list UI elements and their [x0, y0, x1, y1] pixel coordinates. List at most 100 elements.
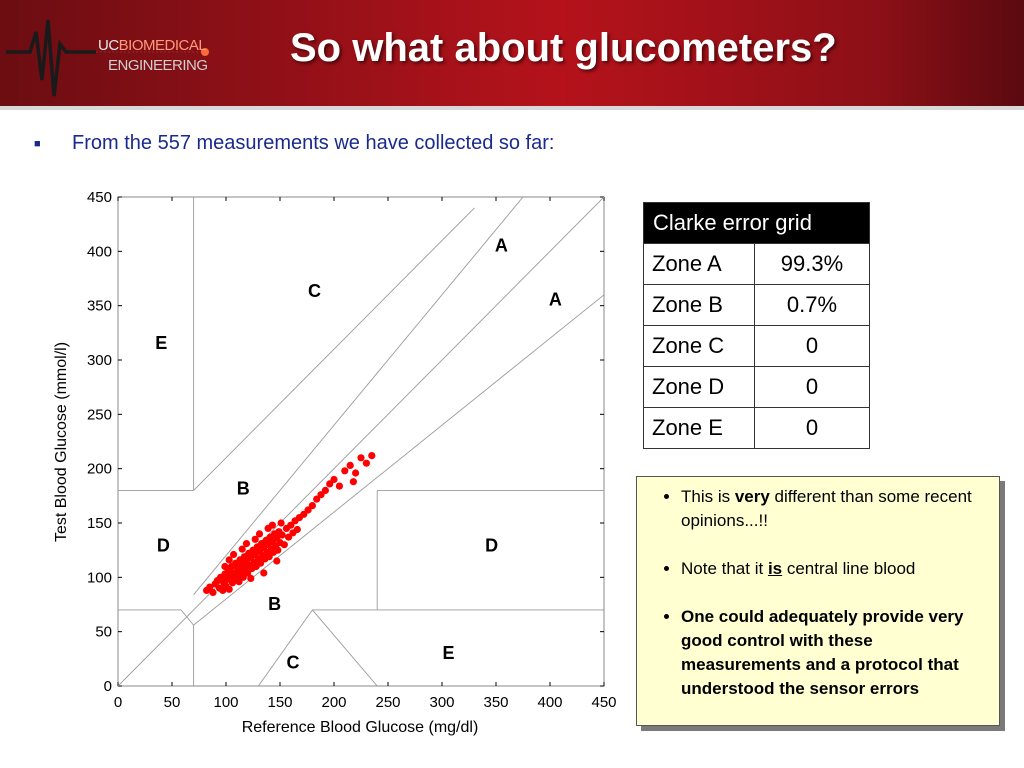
data-point [206, 583, 214, 591]
data-point [293, 525, 301, 534]
zone-label: D [485, 535, 498, 555]
table-row: Zone D 0 [643, 366, 870, 408]
data-point [234, 573, 242, 581]
zone-name: Zone D [643, 366, 755, 408]
y-tick-label: 100 [87, 569, 112, 586]
y-tick-label: 300 [87, 352, 112, 369]
data-point [265, 553, 273, 561]
note1-bold: very [734, 487, 770, 506]
table-row: Zone E 0 [643, 407, 870, 449]
x-tick-label: 350 [483, 694, 508, 711]
slide-title: So what about glucometers? [290, 26, 837, 70]
data-point [247, 574, 255, 582]
x-tick-label: 100 [213, 694, 238, 711]
clarke-error-grid-chart: 0 50 100 150 200 250 300 350 400 450 0 50 100 150 200 2… [53, 189, 617, 736]
note-item: One could adequately provide very good c… [681, 605, 987, 701]
zone-label: A [549, 290, 562, 310]
note1-prefix: This is [681, 487, 735, 506]
x-tick-label: 50 [164, 694, 181, 711]
plot-frame [117, 196, 605, 687]
y-axis-label: Test Blood Glucose (mmol/l) [53, 342, 70, 542]
zone-label: D [157, 535, 170, 555]
data-point [335, 482, 343, 490]
y-tick-label: 250 [87, 406, 112, 423]
data-point [368, 452, 376, 460]
intro-bullet: ■ From the 557 measurements we have colle… [34, 132, 554, 155]
x-tick-label: 0 [114, 694, 122, 711]
logo-line2: ENGINEERING [108, 57, 208, 74]
logo-pulse-icon [6, 19, 209, 97]
data-point [362, 459, 370, 467]
table-title: Clarke error grid [643, 202, 870, 244]
header-stripe [0, 106, 1024, 110]
data-point [313, 495, 321, 503]
zone-value: 0 [754, 325, 870, 367]
x-axis-label: Reference Blood Glucose (mg/dl) [242, 719, 479, 736]
zone-label: C [308, 281, 321, 301]
zone-label: B [268, 594, 281, 614]
y-tick-label: 400 [87, 243, 112, 260]
data-point [225, 556, 233, 564]
data-point [321, 486, 329, 494]
zone-boundary-line [193, 197, 524, 595]
data-point [260, 569, 268, 577]
notes-list: This is very different than some recent … [645, 485, 987, 701]
note2-suffix: central line blood [782, 559, 916, 578]
zone-name: Zone A [643, 243, 755, 285]
zone-name: Zone C [643, 325, 755, 367]
zone-label: C [286, 653, 299, 673]
zone-boundary-line [258, 609, 604, 686]
note-item: Note that it is central line blood [681, 557, 987, 581]
logo-prefix: UC [98, 37, 119, 54]
data-point [278, 531, 286, 539]
data-point [244, 569, 252, 577]
data-point [277, 519, 285, 527]
x-tick-label: 250 [375, 694, 400, 711]
zone-value: 0.7% [754, 284, 870, 326]
clarke-error-table: Clarke error grid Zone A 99.3% Zone B 0.… [643, 202, 870, 449]
zone-name: Zone B [643, 284, 755, 326]
y-tick-label: 450 [87, 189, 112, 206]
zone-boundary-line [312, 609, 378, 686]
note3-text: One could adequately provide very good c… [681, 607, 964, 698]
zone-value: 0 [754, 407, 870, 449]
note-item: This is very different than some recent … [681, 485, 987, 533]
y-tick-label: 0 [104, 678, 112, 695]
zone-name: Zone E [643, 407, 755, 449]
y-tick-label: 50 [95, 624, 112, 641]
data-point [209, 588, 217, 597]
table-row: Zone B 0.7% [643, 284, 870, 326]
note2-underline: is [767, 559, 783, 578]
zone-boundary-line [180, 294, 604, 626]
zone-label: E [442, 643, 454, 663]
data-point [273, 557, 281, 565]
x-tick-label: 450 [591, 694, 616, 711]
data-point [225, 585, 233, 593]
table-row: Zone C 0 [643, 325, 870, 367]
data-point [346, 461, 354, 469]
data-point [238, 545, 246, 553]
data-point [280, 541, 288, 549]
square-bullet-icon: ■ [34, 137, 41, 150]
slide-header: UCBIOMEDICAL ENGINEERING So what about g… [0, 0, 1024, 110]
data-point [221, 562, 229, 571]
data-point [242, 540, 251, 548]
data-point [308, 502, 316, 510]
data-point [326, 480, 334, 488]
y-tick-label: 350 [87, 298, 112, 315]
zone-value: 0 [754, 366, 870, 408]
x-tick-label: 300 [429, 694, 454, 711]
data-point [285, 533, 293, 541]
data-point [330, 475, 338, 484]
data-point [317, 491, 325, 499]
notes-callout: This is very different than some recent … [636, 476, 1000, 726]
y-tick-label: 200 [87, 461, 112, 478]
data-point [304, 506, 312, 514]
note2-prefix: Note that it [681, 559, 768, 578]
zone-label: A [495, 235, 508, 255]
zone-boundary-line [193, 207, 475, 491]
logo-line1: UCBIOMEDICAL [98, 37, 207, 54]
data-point [255, 530, 264, 538]
x-tick-label: 150 [267, 694, 292, 711]
data-point [230, 550, 238, 559]
